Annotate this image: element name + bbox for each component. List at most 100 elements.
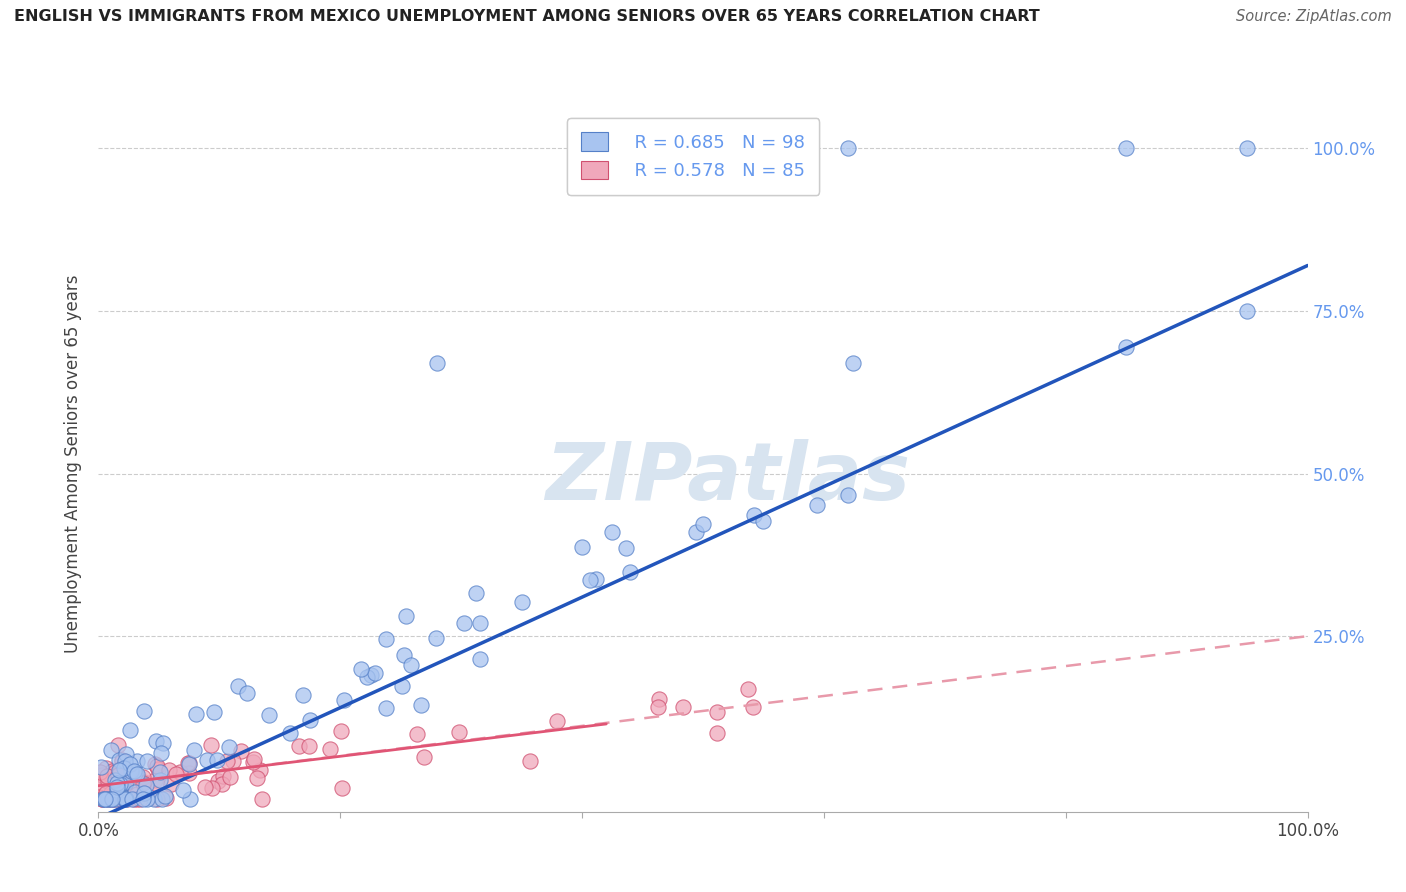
Point (104, 765, 127, 780)
Point (426, 356, 449, 370)
Point (519, 754, 541, 768)
Point (205, 754, 228, 768)
Point (165, 767, 187, 781)
Point (145, 777, 167, 791)
Point (107, 791, 129, 805)
Point (108, 777, 131, 791)
Point (132, 776, 155, 790)
Point (107, 781, 129, 796)
Point (177, 756, 200, 771)
Point (298, 739, 321, 754)
Point (93, 791, 115, 805)
Point (391, 680, 413, 694)
Point (195, 753, 218, 767)
Point (184, 706, 207, 721)
Point (87, 789, 110, 804)
Point (135, 791, 157, 805)
Point (231, 744, 253, 758)
Point (107, 753, 129, 767)
Point (742, 700, 765, 714)
Point (806, 498, 828, 512)
Point (135, 778, 157, 792)
Legend:   R = 0.685   N = 98,   R = 0.578   N = 85: R = 0.685 N = 98, R = 0.578 N = 85 (567, 118, 820, 194)
Point (278, 726, 301, 740)
Point (145, 759, 167, 773)
Point (149, 764, 172, 779)
Point (132, 774, 155, 789)
Point (112, 775, 135, 789)
Point (129, 791, 152, 805)
Point (243, 752, 266, 766)
Point (413, 750, 436, 764)
Point (453, 615, 475, 630)
Point (122, 791, 145, 805)
Point (392, 648, 415, 663)
Point (114, 754, 136, 768)
Point (149, 772, 172, 787)
Point (160, 777, 183, 791)
Point (91, 791, 114, 805)
Point (510, 594, 533, 608)
Point (647, 700, 669, 714)
Point (330, 724, 353, 739)
Point (122, 764, 145, 778)
Point (97, 791, 120, 805)
Point (837, 488, 859, 502)
Point (1236, 304, 1258, 318)
Point (114, 777, 136, 791)
Point (202, 705, 225, 719)
Point (90, 768, 112, 782)
Point (177, 757, 200, 772)
Point (97, 791, 120, 805)
Point (121, 791, 143, 805)
Y-axis label: Unemployment Among Seniors over 65 years: Unemployment Among Seniors over 65 years (65, 275, 83, 653)
Point (101, 791, 124, 805)
Point (447, 724, 470, 739)
Point (200, 739, 222, 753)
Point (292, 689, 315, 703)
Point (169, 765, 191, 780)
Point (350, 662, 373, 676)
Point (685, 524, 707, 539)
Point (706, 725, 728, 739)
Point (115, 774, 138, 789)
Text: Source: ZipAtlas.com: Source: ZipAtlas.com (1236, 9, 1392, 24)
Point (89, 778, 111, 792)
Point (94, 761, 117, 775)
Point (124, 765, 146, 780)
Point (425, 631, 447, 645)
Point (124, 785, 146, 799)
Point (125, 791, 148, 805)
Point (257, 708, 280, 723)
Point (100, 743, 122, 757)
Point (97, 775, 120, 789)
Point (179, 791, 201, 805)
Point (107, 763, 129, 777)
Point (111, 777, 134, 791)
Point (111, 754, 134, 768)
Point (114, 791, 136, 805)
Text: ZIPatlas: ZIPatlas (544, 439, 910, 516)
Point (226, 679, 249, 693)
Point (374, 632, 396, 647)
Point (614, 541, 637, 555)
Point (465, 585, 488, 599)
Point (319, 741, 342, 756)
Point (468, 652, 491, 666)
Point (179, 766, 201, 780)
Point (114, 791, 136, 805)
Point (104, 791, 127, 805)
Point (411, 698, 433, 713)
Point (115, 791, 138, 805)
Point (111, 753, 134, 767)
Point (96, 768, 118, 782)
Point (91, 791, 114, 805)
Point (585, 572, 607, 586)
Point (571, 540, 593, 554)
Point (333, 692, 356, 706)
Point (94, 786, 117, 800)
Point (222, 754, 245, 768)
Point (100, 791, 122, 805)
Point (132, 770, 155, 784)
Point (120, 764, 142, 779)
